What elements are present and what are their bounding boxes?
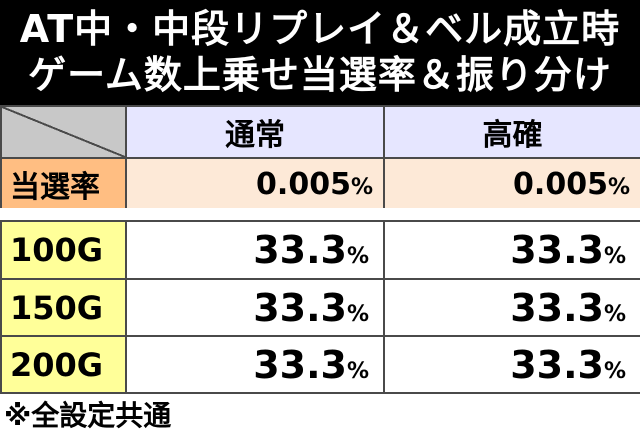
cell-200g-normal: 33.3%: [125, 335, 385, 394]
cell-100g-high: 33.3%: [383, 220, 640, 280]
rate-table: 通常 高確 当選率 0.005% 0.005%: [0, 105, 640, 211]
rate-row-label: 当選率: [0, 157, 127, 211]
table-row: 100G 33.3% 33.3%: [0, 220, 640, 280]
cell-150g-high: 33.3%: [383, 278, 640, 337]
cell-200g-high: 33.3%: [383, 335, 640, 394]
cell-100g-normal: 33.3%: [125, 220, 385, 280]
title-line-1: AT中・中段リプレイ＆ベル成立時: [19, 7, 621, 51]
title-line-2: ゲーム数上乗せ当選率＆振り分け: [28, 53, 612, 97]
header-high-probability: 高確: [383, 105, 640, 159]
row-label-150g: 150G: [0, 278, 127, 337]
distribution-table: 100G 33.3% 33.3% 150G 33.3% 33.3% 200G 3…: [0, 220, 640, 394]
cell-150g-normal: 33.3%: [125, 278, 385, 337]
row-label-100g: 100G: [0, 220, 127, 280]
page-title: AT中・中段リプレイ＆ベル成立時 ゲーム数上乗せ当選率＆振り分け: [0, 0, 640, 105]
footnote: ※全設定共通: [4, 399, 172, 432]
table-gap: [0, 208, 640, 220]
rate-value-normal: 0.005%: [125, 157, 385, 211]
header-normal: 通常: [125, 105, 385, 159]
table-row: 150G 33.3% 33.3%: [0, 278, 640, 337]
corner-diagonal-cell: [0, 105, 127, 159]
row-label-200g: 200G: [0, 335, 127, 394]
rate-value-high: 0.005%: [383, 157, 640, 211]
table-row: 200G 33.3% 33.3%: [0, 335, 640, 394]
